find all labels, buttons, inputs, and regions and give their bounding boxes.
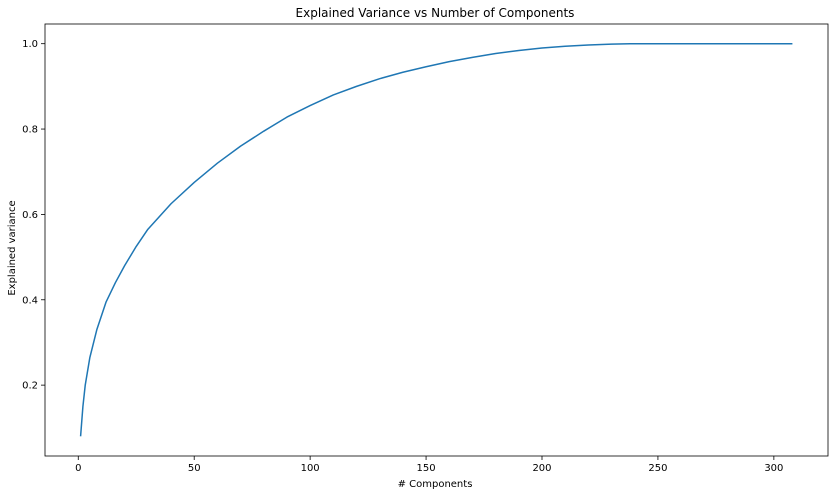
- x-axis-label: # Components: [398, 479, 473, 490]
- plot-area: [44, 23, 829, 457]
- x-tick-label: 0: [75, 463, 81, 474]
- chart-title: Explained Variance vs Number of Componen…: [296, 6, 575, 20]
- x-tick-label: 250: [648, 463, 667, 474]
- x-tick-label: 100: [301, 463, 320, 474]
- x-tick-label: 300: [764, 463, 783, 474]
- y-tick-label: 0.2: [22, 381, 38, 392]
- y-axis-label: Explained variance: [7, 200, 18, 295]
- x-tick-label: 150: [417, 463, 436, 474]
- series-line-0: [79, 42, 793, 437]
- y-tick-label: 0.8: [22, 125, 38, 136]
- x-axis-ticks: 0 50 100 150 200 250 300: [75, 456, 783, 474]
- y-tick-label: 0.4: [22, 295, 38, 306]
- y-tick-label: 0.6: [22, 210, 38, 221]
- y-axis-ticks: 0.2 0.4 0.6 0.8 1.0: [22, 39, 45, 392]
- x-tick-label: 200: [532, 463, 551, 474]
- y-tick-label: 1.0: [22, 39, 38, 50]
- x-tick-label: 50: [188, 463, 201, 474]
- axes-frame: [44, 23, 829, 457]
